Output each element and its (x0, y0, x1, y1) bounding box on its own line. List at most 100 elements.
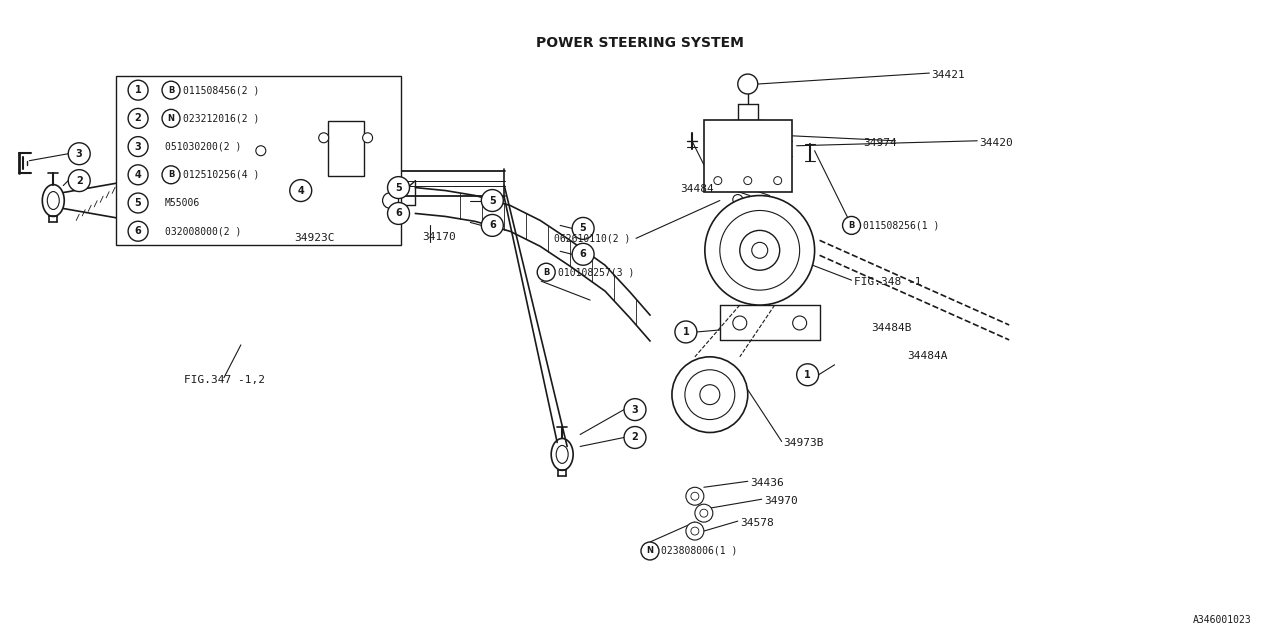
Text: 3: 3 (134, 141, 142, 152)
Text: 023808006(1 ): 023808006(1 ) (660, 546, 737, 556)
Circle shape (732, 195, 742, 205)
Text: 3: 3 (76, 148, 83, 159)
Text: 6: 6 (134, 226, 142, 236)
Circle shape (362, 133, 372, 143)
Circle shape (128, 108, 148, 129)
Text: 010108257(3 ): 010108257(3 ) (558, 268, 635, 277)
Text: 6: 6 (396, 209, 402, 218)
Text: B: B (849, 221, 855, 230)
Text: POWER STEERING SYSTEM: POWER STEERING SYSTEM (536, 36, 744, 50)
Circle shape (773, 177, 782, 184)
Text: 023212016(2 ): 023212016(2 ) (183, 113, 260, 124)
Circle shape (128, 193, 148, 213)
Text: 1: 1 (134, 85, 142, 95)
Text: 34484B: 34484B (872, 323, 911, 333)
Circle shape (705, 196, 814, 305)
Text: 2: 2 (631, 433, 639, 442)
Circle shape (538, 263, 556, 281)
Text: 34578: 34578 (740, 518, 773, 528)
Text: 011508256(1 ): 011508256(1 ) (863, 220, 940, 230)
Circle shape (719, 211, 800, 290)
Text: 2: 2 (76, 175, 83, 186)
Text: 34923C: 34923C (293, 234, 334, 243)
Text: 34974: 34974 (864, 138, 897, 148)
Circle shape (792, 316, 806, 330)
Text: 5: 5 (134, 198, 142, 208)
Circle shape (68, 170, 90, 191)
Circle shape (481, 214, 503, 236)
Circle shape (685, 370, 735, 420)
Circle shape (388, 202, 410, 225)
Circle shape (686, 487, 704, 505)
Bar (328, 121, 364, 175)
Circle shape (128, 221, 148, 241)
Text: 051030200(2 ): 051030200(2 ) (165, 141, 242, 152)
Text: 5: 5 (489, 196, 495, 205)
Text: 34436: 34436 (750, 478, 783, 488)
Text: 5: 5 (396, 182, 402, 193)
Text: 34170: 34170 (422, 232, 456, 243)
Text: B: B (168, 170, 174, 179)
Circle shape (740, 230, 780, 270)
Circle shape (714, 177, 722, 184)
Text: 1: 1 (682, 327, 689, 337)
Circle shape (256, 146, 266, 156)
Text: 4: 4 (297, 186, 305, 196)
Circle shape (128, 136, 148, 157)
Circle shape (700, 509, 708, 517)
Circle shape (691, 492, 699, 500)
Text: 011508456(2 ): 011508456(2 ) (183, 85, 260, 95)
Circle shape (695, 504, 713, 522)
Bar (116, 76, 401, 245)
Text: 2: 2 (134, 113, 142, 124)
Text: N: N (646, 547, 654, 556)
Text: B: B (543, 268, 549, 276)
Text: 6: 6 (489, 220, 495, 230)
Circle shape (744, 177, 751, 184)
Circle shape (163, 109, 180, 127)
Text: 012510256(4 ): 012510256(4 ) (183, 170, 260, 180)
Circle shape (319, 133, 329, 143)
Circle shape (68, 143, 90, 164)
Circle shape (289, 180, 312, 202)
Text: 34973B: 34973B (783, 438, 824, 449)
Circle shape (625, 426, 646, 449)
Text: 4: 4 (134, 170, 142, 180)
Circle shape (128, 165, 148, 185)
Circle shape (686, 522, 704, 540)
Circle shape (842, 216, 860, 234)
Text: 34484: 34484 (680, 184, 714, 193)
Circle shape (128, 80, 148, 100)
Circle shape (388, 177, 410, 198)
Text: 1: 1 (804, 370, 812, 380)
Circle shape (383, 193, 398, 209)
Text: 6: 6 (580, 250, 586, 259)
Text: M55006: M55006 (165, 198, 200, 208)
Circle shape (625, 399, 646, 420)
Text: FIG.347 -1,2: FIG.347 -1,2 (184, 375, 265, 385)
Text: 5: 5 (580, 223, 586, 234)
Circle shape (691, 527, 699, 535)
Text: N: N (168, 114, 174, 123)
Circle shape (572, 218, 594, 239)
Circle shape (481, 189, 503, 211)
Circle shape (751, 243, 768, 259)
Text: 34484A: 34484A (908, 351, 948, 361)
Circle shape (796, 364, 819, 386)
Text: 032008000(2 ): 032008000(2 ) (165, 226, 242, 236)
Circle shape (737, 74, 758, 94)
Circle shape (641, 542, 659, 560)
Circle shape (700, 385, 719, 404)
Circle shape (163, 81, 180, 99)
Circle shape (163, 166, 180, 184)
Circle shape (672, 357, 748, 433)
Text: A346001023: A346001023 (1193, 614, 1252, 625)
Circle shape (732, 316, 746, 330)
Text: 3: 3 (631, 404, 639, 415)
Text: FIG.348 -1: FIG.348 -1 (854, 277, 922, 287)
Circle shape (572, 243, 594, 265)
Text: 062610110(2 ): 062610110(2 ) (554, 234, 630, 243)
Text: 34421: 34421 (932, 70, 965, 80)
Text: 34970: 34970 (764, 496, 797, 506)
Text: B: B (168, 86, 174, 95)
